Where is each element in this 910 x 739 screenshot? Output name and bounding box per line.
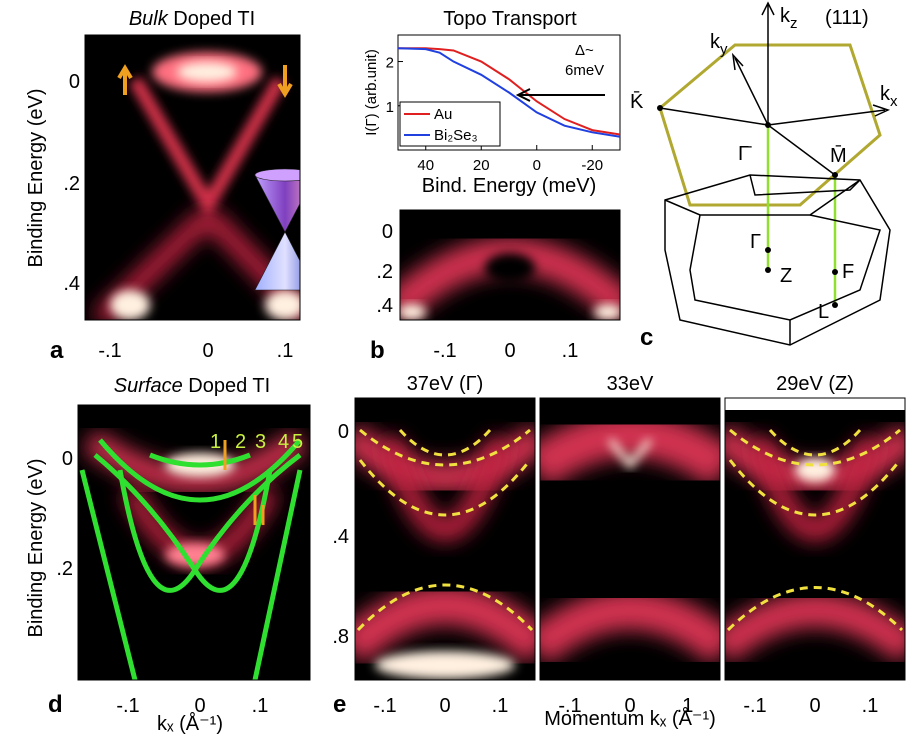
x-tick-label: 0	[504, 340, 515, 362]
band-number: 1	[210, 431, 221, 453]
x-tick-label: .1	[562, 340, 579, 362]
band-number: 4	[278, 431, 289, 453]
legend-label: Au	[434, 106, 452, 123]
panel-a: Bulk Doped TI Binding Energy (eV) 0 .2 .…	[25, 8, 301, 364]
axis-label: kx	[880, 83, 898, 110]
y-tick-label: 0	[69, 71, 80, 93]
y-axis-label: I(Γ) (arb.unit)	[363, 49, 380, 136]
data-line	[397, 47, 621, 138]
x-tick-label: -.1	[98, 340, 121, 362]
arpes-image	[540, 398, 720, 680]
x-tick-label: -.1	[373, 695, 396, 717]
arpes-image	[400, 210, 620, 320]
x-tick-label: .1	[252, 695, 269, 717]
x-tick-label: .1	[277, 340, 294, 362]
data-line	[398, 47, 621, 136]
band-number: 2	[235, 431, 246, 453]
panel-label: e	[333, 691, 346, 718]
title-part: Doped TI	[173, 8, 255, 30]
panel-title: 33eV	[607, 373, 654, 395]
panel-e: 37eV (Γ) 33eV 29eV (Z) 0 .4 .8 -.1 0.1 -.1…	[332, 373, 906, 730]
annotation: 6meV	[565, 62, 604, 79]
x-axis-label: kₓ (Å⁻¹)	[157, 712, 223, 734]
panel-title: 37eV (Γ)	[407, 373, 484, 395]
x-tick-label: 0	[202, 340, 213, 362]
x-axis-label: Bind. Energy (meV)	[422, 175, 597, 197]
label-part: k	[780, 5, 791, 27]
y-tick-label: .2	[56, 558, 73, 580]
x-tick-label: 0	[194, 695, 205, 717]
panel-b: Topo Transport 40 20 0 -20 1 2 Bind. Energy (m…	[363, 8, 621, 364]
label-part: k	[880, 83, 891, 105]
arpes-image	[78, 405, 310, 680]
title-part: Doped TI	[188, 375, 270, 397]
y-tick-label: .8	[332, 626, 349, 648]
x-axis-label: Momentum kₓ (Å⁻¹)	[544, 707, 716, 730]
y-tick-label: .2	[376, 261, 393, 283]
panel-c: kz ky kx (111) K̄ Γ̄ M̄ Γ Z F L c	[630, 1, 898, 351]
label-part: y	[720, 41, 728, 58]
y-tick-label: .4	[63, 273, 80, 295]
y-tick-label: 2	[386, 55, 394, 72]
band-number: 5	[292, 431, 303, 453]
panel-title: Surface Doped TI	[114, 375, 270, 397]
x-tick-label: .1	[677, 695, 694, 717]
x-tick-label: 0	[533, 157, 541, 174]
panel-title: Bulk Doped TI	[129, 8, 255, 30]
x-tick-label: 0	[624, 695, 635, 717]
point-label: Z	[780, 265, 792, 287]
axis-label: kz	[780, 5, 798, 32]
y-tick-label: 1	[386, 99, 394, 116]
panel-d: Surface Doped TI 1 2 3 4 5 Binding Energ…	[25, 375, 311, 735]
y-axis-label: Binding Energy (eV)	[25, 89, 47, 268]
label-part: x	[890, 93, 898, 110]
y-tick-label: .4	[332, 526, 349, 548]
y-tick-label: 0	[62, 448, 73, 470]
legend-label: Bi₂Se₃	[434, 127, 478, 144]
x-tick-label: .1	[492, 695, 509, 717]
label-part: k	[710, 31, 721, 53]
point-label: M̄	[830, 144, 847, 167]
y-tick-label: .2	[63, 173, 80, 195]
point-label: Γ	[750, 231, 761, 253]
panel-label: b	[370, 337, 385, 364]
panel-label: a	[50, 337, 64, 364]
point-label: K̄	[630, 90, 644, 113]
panel-label: d	[48, 691, 63, 718]
x-tick-label: 40	[417, 157, 434, 174]
arpes-image	[725, 398, 905, 680]
point-label: L	[818, 301, 829, 323]
annotation: Δ~	[575, 42, 594, 59]
y-tick-label: 0	[382, 221, 393, 243]
x-tick-label: 0	[809, 695, 820, 717]
arpes-image	[355, 398, 535, 680]
x-tick-label: -.1	[116, 695, 139, 717]
x-tick-labels: -.1 0 .1 -.1 0 .1 -.1 0 .1	[373, 695, 878, 717]
line-chart: 40 20 0 -20 1 2 Bind. Energy (meV) I(Γ) (arb.un…	[363, 34, 621, 197]
x-tick-label: .1	[862, 695, 879, 717]
panel-label: c	[640, 324, 653, 351]
x-tick-label: -20	[581, 157, 603, 174]
x-tick-label: 20	[473, 157, 490, 174]
x-tick-label: -.1	[433, 340, 456, 362]
y-tick-label: .4	[376, 295, 393, 317]
point-label: Γ̄	[738, 143, 752, 165]
point-label: F	[842, 261, 854, 283]
label-part: z	[790, 15, 798, 32]
x-tick-label: -.1	[558, 695, 581, 717]
y-tick-label: 0	[338, 421, 349, 443]
band-number: 3	[255, 431, 266, 453]
arpes-image	[85, 35, 300, 320]
title-part: Bulk	[129, 8, 169, 30]
y-axis-label: Binding Energy (eV)	[25, 459, 47, 638]
title-part: Surface	[114, 375, 183, 397]
axis-label: ky	[710, 31, 728, 58]
x-tick-label: -.1	[743, 695, 766, 717]
panel-title: Topo Transport	[443, 8, 577, 30]
plane-label: (111)	[825, 7, 869, 29]
x-tick-label: 0	[439, 695, 450, 717]
panel-title: 29eV (Z)	[776, 373, 854, 395]
legend-box	[399, 101, 501, 147]
